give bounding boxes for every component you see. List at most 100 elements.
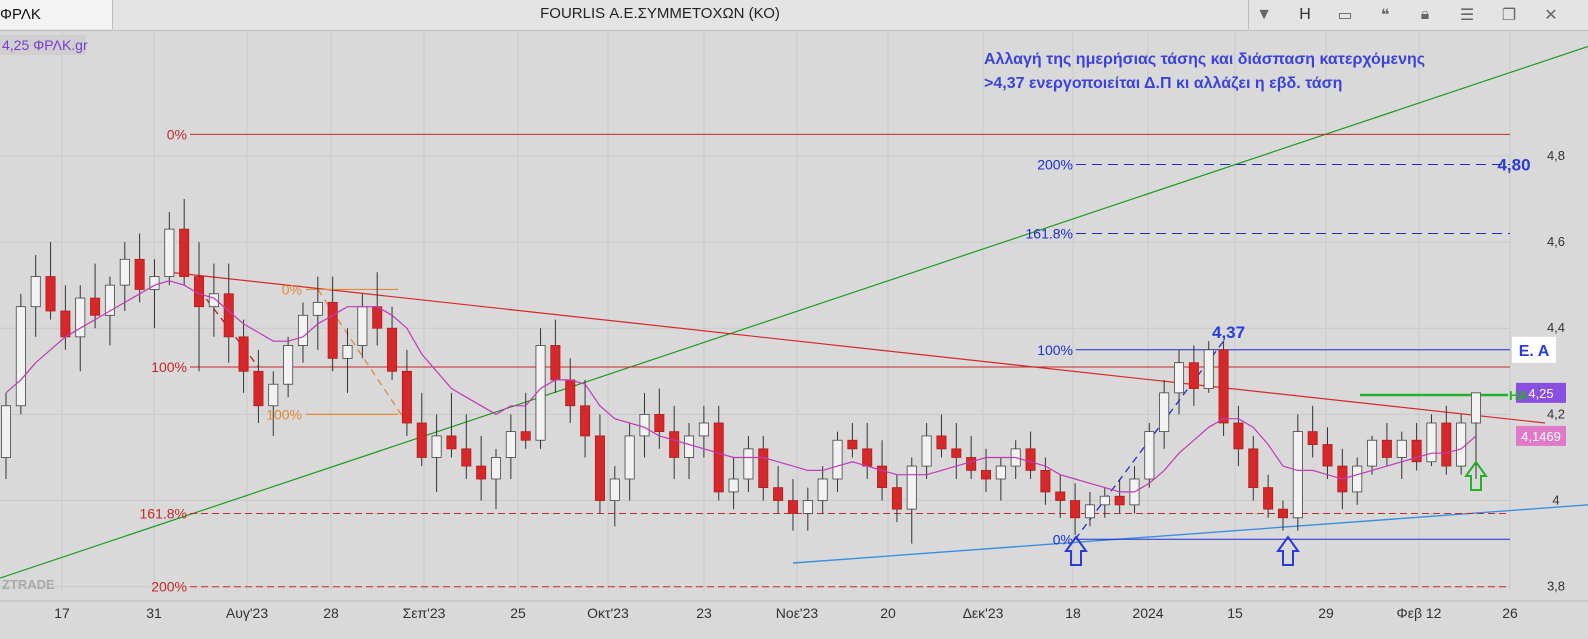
ma-price-label-box [1516,425,1566,446]
candle [1055,491,1066,501]
candle [416,422,427,458]
fib-levels [190,133,1510,588]
downtrend-line [169,271,1546,424]
candle [179,228,190,277]
x-tick-label: 23 [696,605,712,621]
candle [208,293,219,308]
price-chart[interactable]: 4,8 4,6 4,4 4,2 4 3,8 17 31 Αυγ'23 28 Σεπ'23 25 Οκτ'… [0,31,1588,634]
candle [995,465,1006,480]
target-label: 4,80 [1497,156,1530,175]
up-arrow-icon [1464,460,1488,491]
peak-label: 4,37 [1212,323,1245,342]
candle [1292,431,1303,519]
h-button[interactable]: H [1299,5,1311,23]
candle [1040,469,1051,493]
candle [446,435,457,450]
candle [372,306,383,329]
candle [1248,448,1259,489]
candle [45,276,56,312]
candle [609,478,620,501]
candle [550,345,561,381]
candle [505,431,516,458]
candle [594,435,605,501]
ea-box [1512,336,1556,363]
candle [327,301,338,359]
candle [1174,362,1185,394]
lock-icon[interactable]: 🔒︎ [1420,5,1430,23]
candle [1307,431,1318,445]
candle [802,500,813,514]
symbol-tab[interactable]: ΦΡΛΚ [0,0,113,29]
candle [268,383,279,407]
fib-label-blue: 0% [1053,531,1073,547]
candle [1367,439,1378,467]
x-tick-label: Φεβ 12 [1397,605,1442,621]
candle [1277,508,1288,519]
candle [1084,504,1095,519]
candle [1456,422,1467,467]
candle [921,435,932,467]
fib-label-red: 200% [151,579,187,595]
candle [149,276,160,290]
candle [490,457,502,480]
candle [119,258,130,286]
candle [357,306,368,346]
x-tick-label: 15 [1227,605,1243,621]
candle [624,435,635,480]
fib-label-red: 100% [151,359,187,375]
candle [461,448,472,467]
candle [817,478,828,501]
x-tick-label: Νοε'23 [776,605,819,621]
candle [104,284,115,316]
x-tick-label: Οκτ'23 [587,605,629,621]
bar-icon[interactable]: ▭ [1337,6,1353,24]
candle [966,457,977,471]
dropdown-icon[interactable]: ▼ [1248,0,1279,29]
x-tick-label: Σεπ'23 [403,605,446,621]
candle [253,370,264,407]
candles [0,199,1482,544]
candle [1233,422,1244,450]
ma-price-label: 4,1469 [1521,429,1561,444]
y-tick-label: 4 [1552,493,1559,508]
candle [1381,439,1392,458]
support-line [792,504,1588,564]
y-tick-label: 4,4 [1547,320,1565,335]
candle [743,448,754,480]
chart-area[interactable]: 4,8 4,6 4,4 4,2 4 3,8 17 31 Αυγ'23 28 Σεπ'23 25 Οκτ'… [0,31,1588,634]
candle [1099,495,1110,506]
restore-icon[interactable]: ❐ [1501,6,1517,24]
candle [980,469,992,480]
labels: 0% 100% 161.8% 200% 0% 100% 200% 161.8% 100% 0% 4,… [0,35,1566,595]
ea-label: Ε. Α [1519,343,1550,360]
y-tick-label: 4,8 [1547,148,1565,163]
x-tick-label: 28 [323,605,339,621]
ha-label: HA [1509,388,1528,403]
candle [401,370,412,424]
candle [1218,349,1229,424]
candle [832,439,843,480]
candle [1159,392,1170,433]
candle [639,413,650,437]
candle [520,431,531,441]
candle [1411,439,1422,463]
candle [75,297,86,338]
annotation-text: >4,37 ενεργοποιείται Δ.Π κι αλλάζει η εβ… [984,75,1342,92]
candle [1188,362,1199,389]
close-icon[interactable]: ✕ [1544,6,1558,24]
watermark: ZTRADE [2,577,55,592]
x-tick-label: Αυγ'23 [226,605,268,621]
candle [134,258,145,290]
menu-icon[interactable]: ☰ [1459,6,1475,24]
last-price-label-box [1516,382,1566,403]
candle [1070,500,1081,519]
candle [1352,465,1363,493]
moving-average [5,280,1477,493]
x-tick-label: 20 [880,605,896,621]
comment-icon[interactable]: ❝ [1380,6,1390,24]
candle [1263,487,1274,510]
fib-label-orange: 100% [266,406,302,422]
fib-label-blue: 200% [1037,157,1073,173]
x-tick-label: Δεκ'23 [963,605,1004,621]
candle [891,487,902,510]
